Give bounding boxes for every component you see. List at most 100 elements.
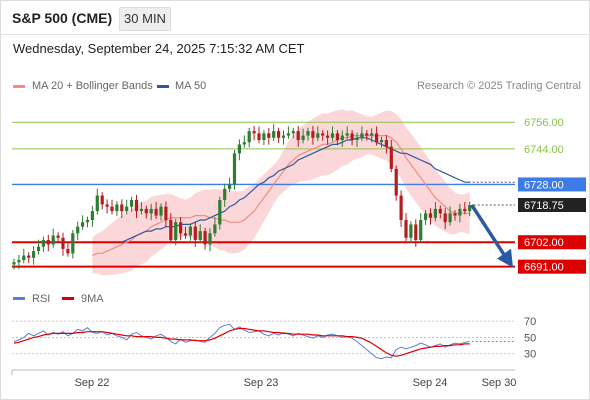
candle-body	[394, 168, 398, 196]
candle-body	[179, 222, 183, 234]
candle-body	[154, 208, 158, 216]
candle-body	[46, 240, 50, 245]
level-label-6702.00: 6702.00	[524, 237, 564, 249]
candle-body	[281, 135, 286, 138]
level-label-6756.00: 6756.00	[524, 117, 564, 129]
candle-body	[365, 133, 369, 136]
candle-body	[277, 131, 281, 138]
candle-body	[56, 235, 60, 238]
candle-body	[66, 248, 70, 254]
candle-body	[183, 233, 188, 236]
candle-body	[301, 135, 305, 140]
candle-body	[188, 226, 192, 236]
candle-body	[409, 224, 413, 238]
candle-body	[419, 220, 423, 240]
candle-body	[174, 222, 178, 240]
candle-body	[355, 137, 359, 140]
candle-body	[12, 262, 16, 265]
research-credit: Research © 2025 Trading Central	[416, 80, 581, 92]
candle-body	[218, 200, 222, 225]
candle-body	[350, 133, 354, 140]
candle-body	[267, 133, 271, 138]
x-tick-label-1: Sep 23	[244, 377, 279, 389]
candle-body	[306, 131, 310, 136]
candle-body	[144, 208, 148, 214]
candle-body	[296, 131, 300, 140]
candle-body	[252, 131, 256, 134]
candle-body	[321, 133, 325, 136]
candle-body	[232, 153, 237, 185]
candle-body	[193, 226, 197, 240]
level-label-6728.00: 6728.00	[524, 179, 564, 191]
candle-body	[443, 213, 447, 223]
candle-body	[375, 133, 379, 143]
x-tick-label-2: Sep 24	[413, 377, 448, 389]
candle-body	[71, 233, 75, 254]
candle-body	[286, 133, 290, 136]
rsi-legend-swatch	[13, 297, 25, 300]
candle-body	[468, 205, 472, 212]
candle-body	[223, 188, 227, 200]
candle-body	[463, 208, 467, 212]
forecast-arrow-head	[497, 248, 513, 268]
level-label-bg-6728.00	[518, 177, 586, 192]
timestamp: Wednesday, September 24, 2025 7:15:32 AM…	[13, 41, 305, 56]
candle-body	[379, 140, 384, 143]
candle-body	[120, 204, 124, 212]
candle-body	[438, 208, 442, 214]
candle-body	[134, 200, 139, 212]
candle-body	[90, 211, 94, 220]
candle-body	[32, 251, 36, 258]
candle-body	[330, 133, 335, 138]
ma20-legend-label: MA 20 + Bollinger Bands	[32, 80, 153, 92]
rsi-ma-legend-swatch	[62, 297, 74, 300]
candle-body	[164, 206, 168, 220]
forecast-arrow-shaft	[470, 204, 508, 259]
candle-body	[414, 224, 418, 240]
level-label-bg-6718.75	[518, 198, 586, 212]
timeframe-button[interactable]: 30 MIN	[119, 7, 171, 31]
candle-body	[105, 204, 109, 207]
candle-body	[125, 206, 129, 212]
candle-body	[159, 206, 163, 216]
candle-body	[247, 131, 251, 143]
rsi-tick-label-70: 70	[524, 316, 536, 328]
x-tick-label-3: Sep 30	[482, 377, 517, 389]
candle-body	[41, 240, 45, 247]
rsi-ma-line	[13, 327, 470, 357]
candle-body	[370, 133, 374, 136]
candle-body	[316, 133, 320, 138]
candle-body	[76, 226, 80, 234]
candle-body	[198, 231, 202, 240]
candle-body	[139, 208, 143, 212]
level-label-bg-6702.00	[518, 235, 586, 250]
candle-body	[311, 131, 315, 138]
candle-body	[100, 195, 104, 205]
candle-body	[36, 246, 41, 252]
level-label-6718.75: 6718.75	[524, 200, 564, 212]
rsi-ma-legend-label: 9MA	[81, 293, 104, 305]
candle-body	[149, 208, 153, 214]
candle-body	[213, 224, 217, 234]
ma20-legend-swatch	[13, 85, 25, 88]
candle-body	[360, 133, 364, 138]
candle-body	[237, 144, 241, 154]
candle-body	[428, 213, 433, 218]
candle-body	[17, 260, 21, 263]
candle-body	[345, 133, 349, 136]
level-label-bg-6691.00	[518, 259, 586, 274]
rsi-legend-label: RSI	[32, 293, 51, 305]
level-label-6744.00: 6744.00	[524, 144, 564, 156]
rsi-tick-label-30: 30	[524, 349, 536, 361]
header-bar: S&P 500 (CME) 30 MIN	[0, 0, 590, 35]
candle-body	[448, 213, 452, 223]
candle-body	[404, 220, 408, 238]
candle-body	[27, 255, 31, 258]
candle-body	[262, 133, 266, 140]
candle-body	[326, 135, 330, 138]
candle-body	[242, 142, 246, 145]
candle-body	[85, 220, 90, 223]
candle-body	[424, 213, 428, 220]
candle-body	[115, 204, 119, 212]
